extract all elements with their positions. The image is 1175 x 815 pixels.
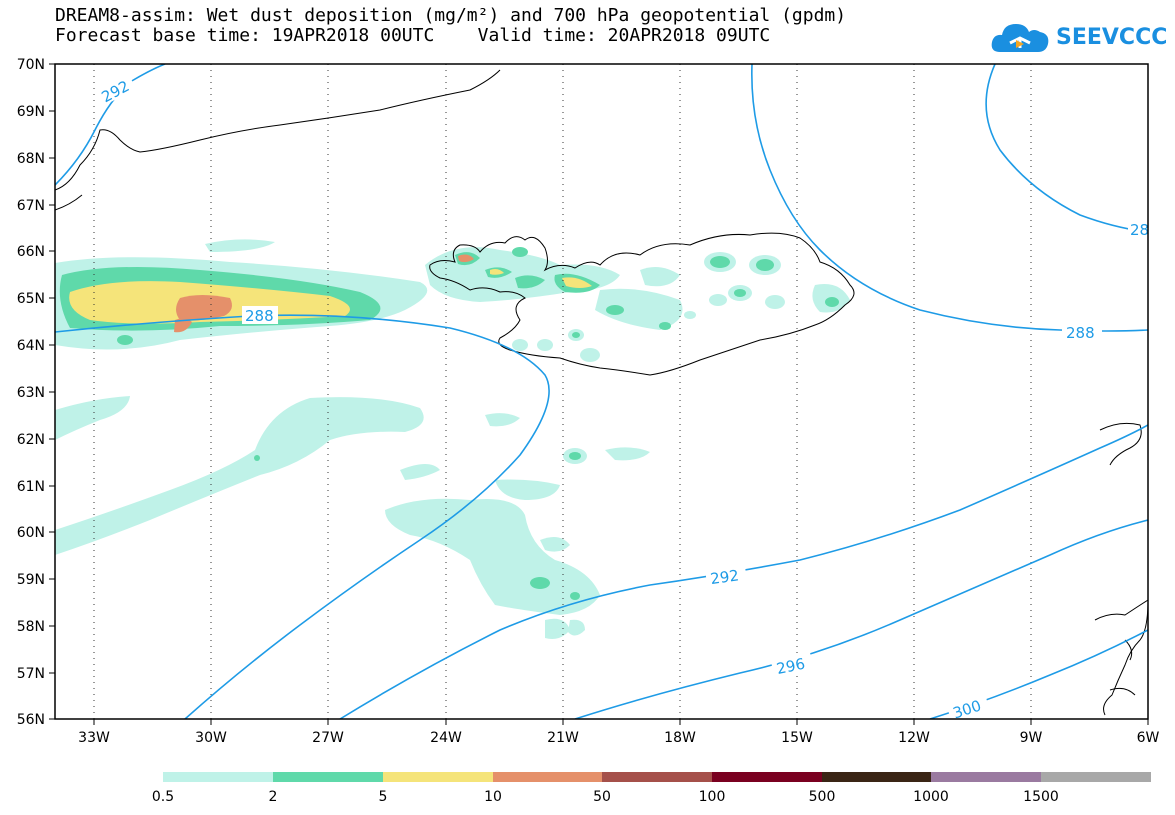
map-area: 292 288 288 292 296 300 28 [55,64,1149,722]
lon-label: 33W [78,730,110,746]
iceland-coast [429,232,855,376]
lat-label: 70N [17,57,45,73]
lat-label: 62N [17,432,45,448]
lat-label: 61N [17,479,45,495]
lon-label: 18W [664,730,696,746]
contour-label-300: 300 [951,696,984,722]
contour-label-288-west: 288 [245,307,274,325]
lon-label: 6W [1137,730,1160,746]
dust-plume-west-patch [205,239,275,252]
lat-label: 63N [17,385,45,401]
dust-deposition-shading [55,239,850,639]
colorbar-segment [273,772,383,782]
longitude-labels: 33W 30W 27W 24W 21W 18W 15W 12W 9W 6W [78,730,1159,746]
contour-28x-ne [985,64,1148,233]
colorbar-segment [712,772,822,782]
dust-patch-south-4 [400,464,440,480]
colorbar-segment [602,772,712,782]
lat-label: 58N [17,619,45,635]
contour-label-288-east: 288 [1066,324,1095,342]
lat-label: 57N [17,666,45,682]
seevccc-logo: SEEVCCC [990,18,1167,56]
lon-label: 30W [195,730,227,746]
colorbar-segment [493,772,602,782]
colorbar-segment [822,772,931,782]
contour-296 [574,519,1148,719]
colorbar-label: 1500 [1023,789,1059,805]
map-frame [54,63,1149,720]
dust-patch-south-3 [485,413,520,427]
contour-292-south [339,424,1148,719]
dust-patch-south-2 [55,397,424,555]
colorbar-label: 5 [379,789,388,805]
colorbar-segment [1041,772,1151,782]
coastlines [55,69,1148,716]
contour-label-296: 296 [775,655,807,679]
dust-plume-west-orange [176,295,232,321]
lon-label: 27W [312,730,344,746]
chart-title-line1: DREAM8-assim: Wet dust deposition (mg/m²… [55,5,847,26]
lat-label: 64N [17,338,45,354]
cloud-icon [991,24,1049,52]
lon-label: 12W [898,730,930,746]
lon-label: 9W [1020,730,1043,746]
colorbar-label: 2 [269,789,278,805]
contour-label-292-south: 292 [709,566,740,588]
contour-292-nw [55,64,166,186]
lat-label: 59N [17,572,45,588]
contour-label-28-cut: 28 [1130,221,1149,239]
colorbar-segment [163,772,273,782]
lat-label: 65N [17,291,45,307]
colorbar-label: 500 [809,789,836,805]
contour-label-group: 292 288 288 292 296 300 28 [95,72,1149,722]
lat-label: 68N [17,151,45,167]
geopotential-contours [55,64,1148,719]
lat-label: 69N [17,104,45,120]
colorbar-label: 0.5 [152,789,174,805]
colorbar-segment [931,772,1041,782]
colorbar-label: 50 [593,789,611,805]
greenland-coast [55,69,501,191]
lat-label: 60N [17,525,45,541]
dust-patch-south-1 [55,396,130,440]
lat-label: 66N [17,244,45,260]
colorbar-label: 10 [484,789,502,805]
lat-label: 56N [17,712,45,728]
colorbar-label: 1000 [913,789,949,805]
colorbar-label: 100 [699,789,726,805]
lon-label: 21W [547,730,579,746]
lon-label: 15W [781,730,813,746]
colorbar-segment [383,772,493,782]
chart-title-line2: Forecast base time: 19APR2018 00UTC Vali… [55,25,771,46]
lat-label: 67N [17,198,45,214]
lon-label: 24W [430,730,462,746]
axis-ticks [49,63,1149,725]
logo-text: SEEVCCC [1056,24,1168,50]
dust-patch-south-5 [385,498,600,615]
latitude-labels: 70N 69N 68N 67N 66N 65N 64N 63N 62N 61N … [17,57,45,728]
contour-288-east [751,64,1148,332]
colorbar: 0.5 2 5 10 50 100 500 1000 1500 [152,772,1151,805]
scotland-coast [1099,422,1142,466]
